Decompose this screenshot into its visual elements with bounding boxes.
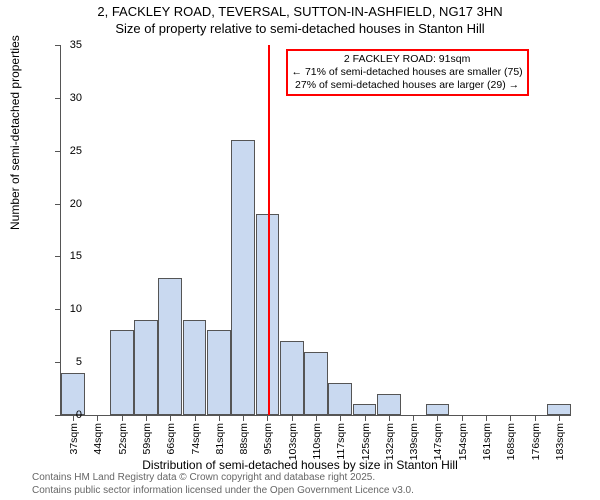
x-tick-label: 125sqm (360, 423, 372, 460)
y-tick-label: 0 (62, 409, 82, 421)
histogram-bar (110, 330, 134, 415)
x-tick-label: 103sqm (287, 423, 299, 460)
y-tick-label: 30 (62, 92, 82, 104)
footer-line-1: Contains HM Land Registry data © Crown c… (32, 472, 375, 483)
x-tick (340, 415, 341, 421)
chart-title: 2, FACKLEY ROAD, TEVERSAL, SUTTON-IN-ASH… (0, 4, 600, 38)
x-tick (486, 415, 487, 421)
histogram-bar (547, 404, 571, 415)
annotation-line-3: 27% of semi-detached houses are larger (… (292, 79, 523, 92)
x-tick-label: 139sqm (408, 423, 420, 460)
x-tick-label: 183sqm (554, 423, 566, 460)
x-tick-label: 176sqm (530, 423, 542, 460)
x-tick (219, 415, 220, 421)
y-tick (55, 362, 61, 364)
histogram-bar (426, 404, 450, 415)
x-tick (267, 415, 268, 421)
y-tick-label: 35 (62, 39, 82, 51)
histogram-bar (158, 278, 182, 415)
histogram-bar (134, 320, 158, 415)
x-tick-label: 52sqm (117, 423, 129, 455)
x-tick (292, 415, 293, 421)
x-tick-label: 147sqm (432, 423, 444, 460)
annotation-line-2: ← 71% of semi-detached houses are smalle… (292, 66, 523, 79)
y-tick-label: 10 (62, 303, 82, 315)
x-tick (243, 415, 244, 421)
x-tick-label: 37sqm (68, 423, 80, 455)
marker-line (268, 45, 270, 415)
x-tick (389, 415, 390, 421)
x-tick-label: 81sqm (214, 423, 226, 455)
y-tick (55, 204, 61, 206)
x-tick (462, 415, 463, 421)
x-tick (316, 415, 317, 421)
x-tick-label: 95sqm (262, 423, 274, 455)
histogram-bar (328, 383, 352, 415)
y-tick (55, 256, 61, 258)
x-tick (510, 415, 511, 421)
x-tick (97, 415, 98, 421)
histogram-bar (207, 330, 231, 415)
histogram-bar (280, 341, 304, 415)
histogram-bar (353, 404, 377, 415)
x-tick-label: 117sqm (335, 423, 347, 460)
histogram-bar (377, 394, 401, 415)
y-tick (55, 415, 61, 417)
annotation-box: 2 FACKLEY ROAD: 91sqm← 71% of semi-detac… (286, 49, 529, 96)
x-tick (535, 415, 536, 421)
x-tick-label: 161sqm (481, 423, 493, 460)
y-axis-label: Number of semi-detached properties (8, 35, 22, 230)
x-tick-label: 132sqm (384, 423, 396, 460)
y-tick (55, 45, 61, 47)
y-tick (55, 98, 61, 100)
chart-container: 2, FACKLEY ROAD, TEVERSAL, SUTTON-IN-ASH… (0, 0, 600, 500)
x-tick (122, 415, 123, 421)
x-tick (146, 415, 147, 421)
y-tick-label: 15 (62, 250, 82, 262)
histogram-bar (304, 352, 328, 415)
x-tick-label: 59sqm (141, 423, 153, 455)
x-tick (413, 415, 414, 421)
x-tick (365, 415, 366, 421)
y-tick (55, 151, 61, 153)
y-tick-label: 5 (62, 356, 82, 368)
title-line-2: Size of property relative to semi-detach… (115, 21, 484, 36)
footer-line-2: Contains public sector information licen… (32, 485, 414, 496)
x-tick (195, 415, 196, 421)
plot-area: 2 FACKLEY ROAD: 91sqm← 71% of semi-detac… (60, 45, 571, 416)
footer-attribution: Contains HM Land Registry data © Crown c… (32, 472, 414, 497)
annotation-line-1: 2 FACKLEY ROAD: 91sqm (292, 53, 523, 66)
histogram-bar (231, 140, 255, 415)
x-tick-label: 110sqm (311, 423, 323, 460)
x-tick-label: 44sqm (92, 423, 104, 455)
x-tick-label: 154sqm (457, 423, 469, 460)
y-tick-label: 20 (62, 198, 82, 210)
y-tick-label: 25 (62, 145, 82, 157)
title-line-1: 2, FACKLEY ROAD, TEVERSAL, SUTTON-IN-ASH… (97, 4, 502, 19)
x-tick (437, 415, 438, 421)
histogram-bar (183, 320, 207, 415)
x-tick-label: 74sqm (190, 423, 202, 455)
y-tick (55, 309, 61, 311)
x-tick (559, 415, 560, 421)
x-tick (170, 415, 171, 421)
x-tick-label: 168sqm (505, 423, 517, 460)
x-tick-label: 66sqm (165, 423, 177, 455)
x-tick-label: 88sqm (238, 423, 250, 455)
